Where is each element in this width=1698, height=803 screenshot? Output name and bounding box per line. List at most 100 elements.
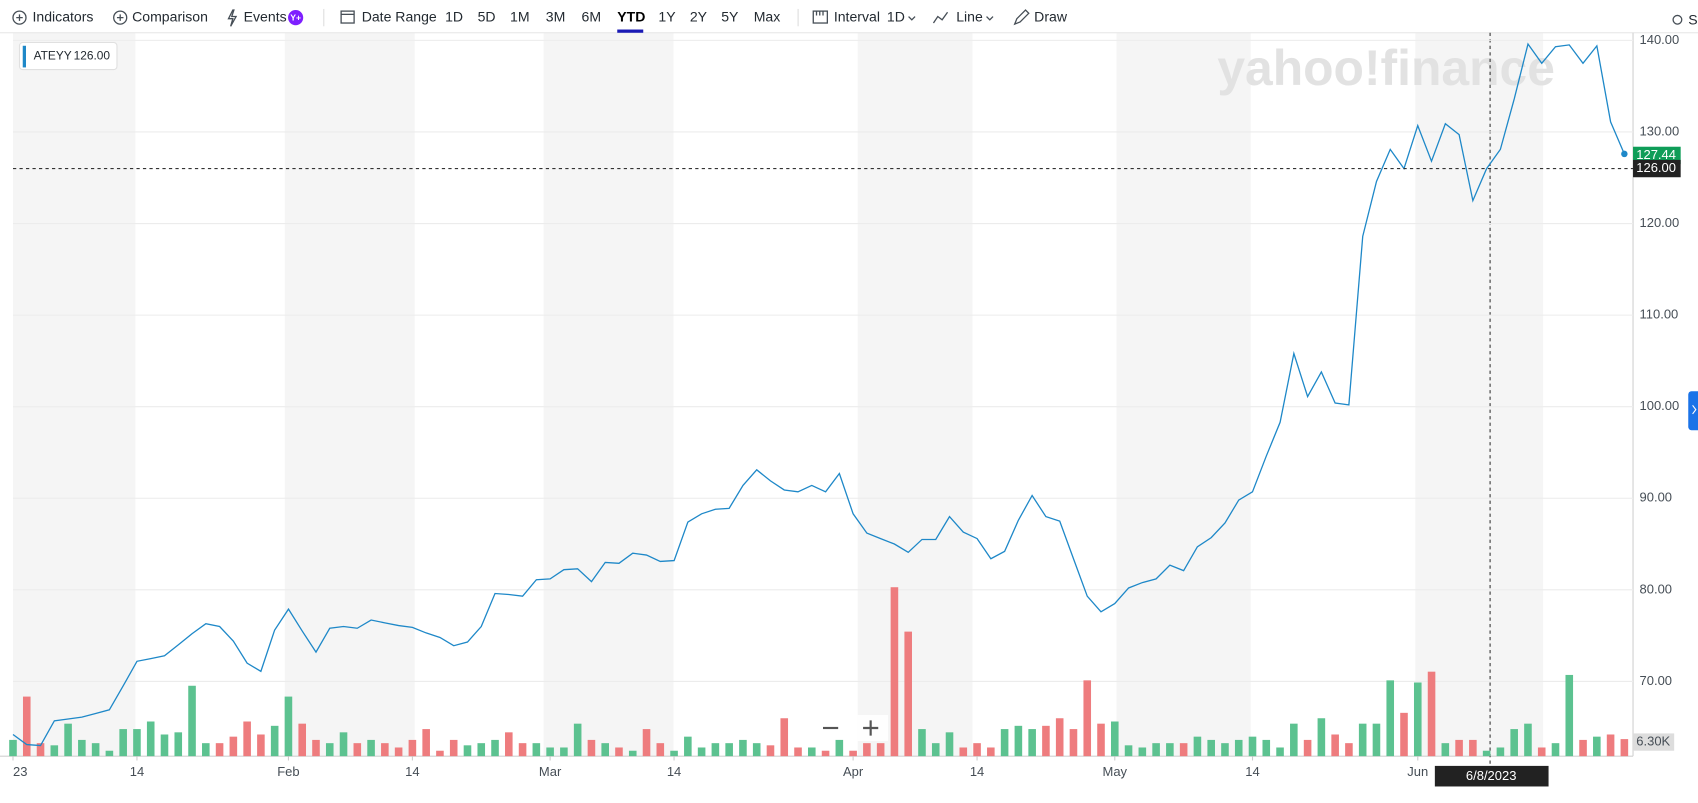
x-tick-label: 23 <box>13 764 27 779</box>
volume-bar <box>1496 747 1505 757</box>
volume-bar <box>381 743 389 757</box>
volume-bar <box>601 743 609 757</box>
range-button[interactable]: 5Y <box>721 8 739 24</box>
volume-bar <box>1358 723 1367 757</box>
range-button[interactable]: 1M <box>510 8 530 24</box>
volume-bar <box>105 750 114 757</box>
volume-bar <box>1317 718 1326 757</box>
volume-bar <box>918 729 926 757</box>
y-tick-label: 100.00 <box>1640 398 1680 413</box>
x-tick-label: 14 <box>405 764 419 779</box>
volume-bar <box>1413 682 1422 757</box>
volume-bar <box>711 743 720 757</box>
volume-bar <box>270 725 279 757</box>
volume-bar <box>174 732 183 757</box>
chevron <box>986 16 994 21</box>
zoom-controls[interactable] <box>812 715 888 741</box>
volume-bar <box>849 750 857 757</box>
volume-bar <box>931 743 940 757</box>
chart-style-button[interactable]: Line <box>956 8 983 24</box>
range-button[interactable]: YTD <box>617 8 645 24</box>
volume-bar <box>1124 745 1133 757</box>
volume-bar <box>1510 729 1518 757</box>
interval-button[interactable]: Interval <box>834 8 880 24</box>
volume-bar <box>1290 723 1298 757</box>
volume-bar <box>1097 723 1105 757</box>
volume-bar <box>298 723 307 757</box>
crosshair-date: 6/8/2023 <box>1466 768 1517 783</box>
volume-bar <box>780 718 789 757</box>
settings-button[interactable]: S <box>1688 12 1697 28</box>
side-tab[interactable] <box>1688 391 1698 431</box>
volume-bar <box>1069 729 1078 757</box>
volume-bar <box>1372 723 1381 757</box>
zoom-in[interactable] <box>863 720 879 736</box>
y-tick-label: 120.00 <box>1640 215 1680 230</box>
active-underline <box>617 29 644 33</box>
volume-bar <box>1248 736 1257 757</box>
date-range-button[interactable]: Date Range <box>362 8 437 24</box>
toolbar-button[interactable]: Events <box>244 8 287 24</box>
volume-bar <box>1083 680 1092 757</box>
volume-bar <box>91 743 100 757</box>
icon <box>116 14 124 21</box>
volume-bar <box>1579 739 1587 757</box>
range-button[interactable]: 3M <box>546 8 566 24</box>
volume-bar <box>1207 739 1215 757</box>
y-tick-label: 70.00 <box>1640 673 1673 688</box>
toolbar-button[interactable]: Comparison <box>132 8 208 24</box>
volume-bar <box>1014 725 1023 757</box>
volume-bar <box>1276 747 1284 757</box>
legend-box <box>18 41 118 71</box>
volume-bar <box>1000 729 1009 757</box>
volume-bar <box>188 685 196 757</box>
icon <box>113 10 128 25</box>
range-button[interactable]: Max <box>754 8 781 24</box>
range-button[interactable]: 1Y <box>658 8 676 24</box>
draw-button[interactable]: Draw <box>1034 8 1068 24</box>
chevron <box>908 16 916 21</box>
crosshair-date-box <box>1434 765 1549 787</box>
volume-bar <box>739 739 747 757</box>
x-tick-label: Mar <box>539 764 562 779</box>
volume-bar <box>518 743 527 757</box>
y-tick-label: 110.00 <box>1640 307 1679 322</box>
toolbar-button[interactable]: Indicators <box>32 8 93 24</box>
volume-bar <box>987 747 995 757</box>
icon <box>16 14 23 21</box>
volume-bar <box>1427 671 1436 757</box>
volume-bar <box>794 747 802 757</box>
volume-bar <box>642 729 651 757</box>
toolbar: Y+ <box>12 8 1683 27</box>
volume-bar <box>119 729 127 757</box>
volume-bar <box>628 750 637 757</box>
volume-bar <box>1179 743 1188 757</box>
volume-bar <box>505 732 513 757</box>
volume-bar <box>697 747 706 757</box>
icon <box>1672 14 1683 25</box>
volume-bar <box>876 743 885 757</box>
volume-bar <box>36 743 45 757</box>
volume-bar <box>1524 723 1532 757</box>
volume-bar <box>284 696 293 757</box>
range-button[interactable]: 1D <box>445 8 463 24</box>
x-tick-label: Jun <box>1407 764 1428 779</box>
volume-label-box <box>1633 733 1675 751</box>
volume-bar <box>587 739 596 757</box>
volume-bar <box>615 747 623 757</box>
volume-bar <box>1620 739 1629 757</box>
range-button[interactable]: 5D <box>478 8 496 24</box>
range-button[interactable]: 2Y <box>690 8 708 24</box>
volume-bar <box>1331 734 1339 757</box>
volume-bar <box>339 732 348 757</box>
volume-bar <box>670 750 678 757</box>
interval-value[interactable]: 1D <box>887 8 905 24</box>
volume-bar <box>78 739 86 757</box>
volume-bar <box>1565 674 1574 757</box>
range-button[interactable]: 6M <box>582 8 602 24</box>
volume-bar <box>1138 747 1147 757</box>
volume-bar <box>22 696 31 757</box>
volume-bar <box>1221 743 1229 757</box>
